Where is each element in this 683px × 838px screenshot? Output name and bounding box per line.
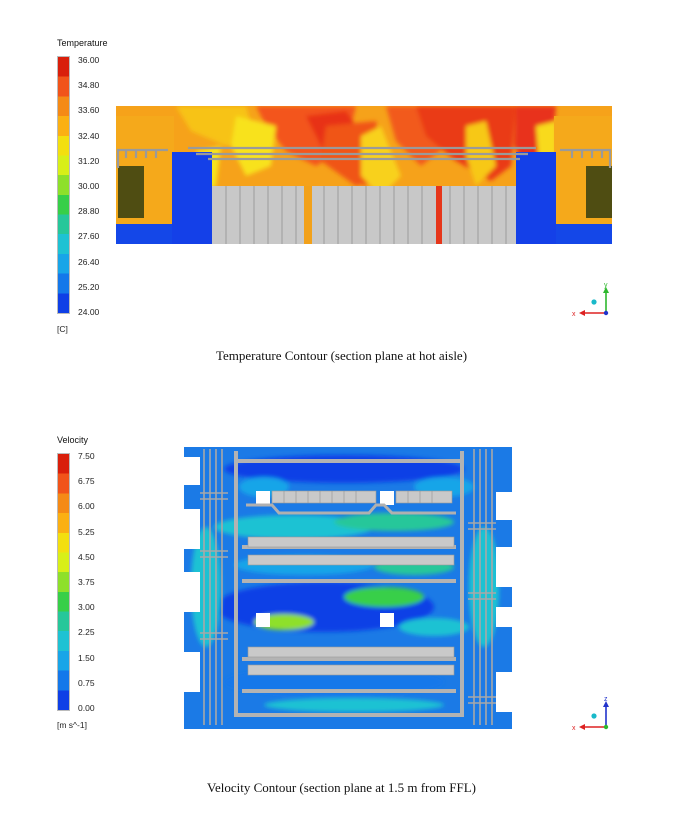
colorbar-tick-label: 30.00 bbox=[78, 181, 100, 191]
temperature-colorbar bbox=[57, 56, 70, 314]
colorbar-tick-label: 2.25 bbox=[78, 627, 95, 638]
colorbar-tick-label: 24.00 bbox=[78, 307, 100, 317]
colorbar-tick-label: 7.50 bbox=[78, 451, 95, 461]
velocity-contour-plot bbox=[184, 447, 512, 729]
temperature-unit: [C] bbox=[57, 324, 68, 334]
colorbar-tick-label: 0.00 bbox=[78, 703, 95, 713]
axis-label-horizontal: x bbox=[572, 725, 576, 732]
axis-label-vertical: z bbox=[604, 696, 608, 703]
velocity-caption: Velocity Contour (section plane at 1.5 m… bbox=[207, 780, 476, 795]
velocity-unit: [m s^-1] bbox=[57, 720, 87, 730]
colorbar-tick-label: 6.00 bbox=[78, 501, 95, 512]
colorbar-tick-label: 28.80 bbox=[78, 206, 100, 217]
rack-row bbox=[212, 186, 516, 244]
colorbar-tick-label: 34.80 bbox=[78, 80, 100, 91]
colorbar-tick-label: 36.00 bbox=[78, 55, 100, 65]
colorbar-tick-label: 1.50 bbox=[78, 652, 95, 663]
axis-label-horizontal: x bbox=[572, 311, 576, 318]
rack-rows bbox=[247, 490, 455, 676]
colorbar-tick-label: 33.60 bbox=[78, 105, 100, 116]
origin-marker-icon bbox=[591, 299, 597, 305]
colorbar-tick-label: 31.20 bbox=[78, 155, 100, 166]
velocity-colorbar bbox=[57, 453, 70, 711]
colorbar-tick-label: 27.60 bbox=[78, 231, 100, 242]
colorbar-tick-label: 4.50 bbox=[78, 551, 95, 562]
colorbar-tick-label: 5.25 bbox=[78, 526, 95, 537]
temperature-contour-plot bbox=[116, 106, 612, 244]
axis-triad-xz: z x bbox=[572, 696, 609, 732]
legend-title: Temperature bbox=[57, 38, 108, 48]
colorbar-tick-label: 6.75 bbox=[78, 476, 95, 487]
colorbar-tick-label: 26.40 bbox=[78, 256, 100, 267]
origin-marker-icon bbox=[591, 713, 597, 719]
colorbar-tick-label: 3.75 bbox=[78, 577, 95, 587]
colorbar-tick-label: 25.20 bbox=[78, 281, 100, 292]
axis-triad-xy: y x bbox=[572, 282, 609, 318]
colorbar-tick-label: 0.75 bbox=[78, 677, 95, 688]
legend-title: Velocity bbox=[57, 435, 89, 445]
temperature-caption: Temperature Contour (section plane at ho… bbox=[215, 348, 468, 363]
colorbar-tick-label: 32.40 bbox=[78, 130, 100, 141]
colorbar-tick-label: 3.00 bbox=[78, 602, 95, 613]
axis-label-vertical: y bbox=[604, 282, 608, 289]
